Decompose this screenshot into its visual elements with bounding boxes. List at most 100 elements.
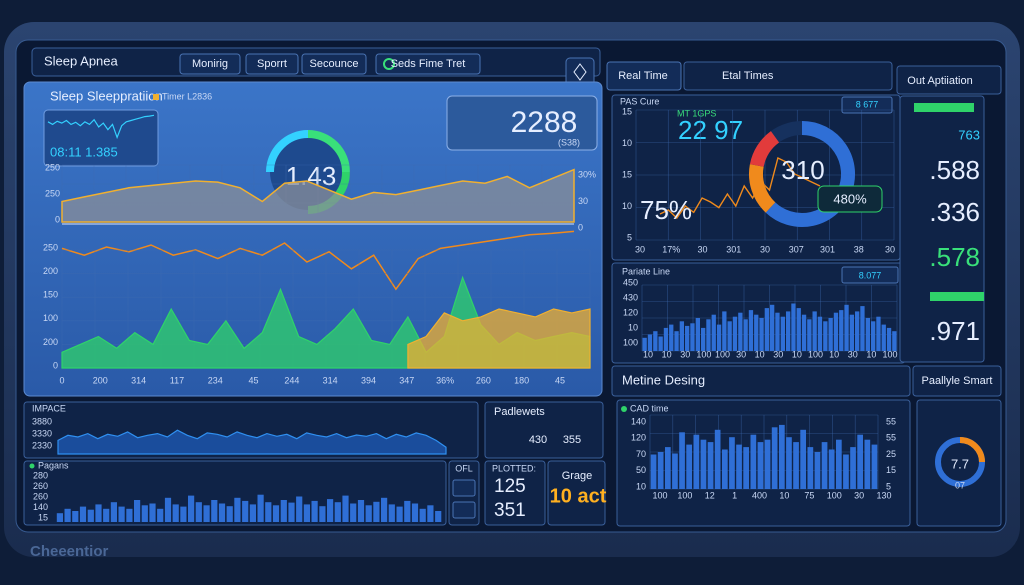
bar <box>722 311 727 351</box>
bar <box>759 318 764 351</box>
bar <box>857 434 863 489</box>
bar <box>814 452 821 489</box>
axis-label: 3880 <box>32 416 52 426</box>
output-value: .971 <box>929 316 980 346</box>
bar <box>701 327 706 351</box>
axis-label: 100 <box>43 313 58 323</box>
gauge-sub: 07 <box>955 480 965 490</box>
bar <box>748 310 754 351</box>
axis-label: 140 <box>33 502 48 512</box>
bar <box>218 503 226 522</box>
area <box>57 429 447 455</box>
axis-label: 0 <box>53 360 58 370</box>
output-value: .588 <box>929 155 980 185</box>
bar <box>714 429 721 489</box>
bar <box>865 318 870 351</box>
bar <box>288 502 295 522</box>
tab[interactable] <box>179 53 241 75</box>
side-label: OFL <box>455 463 473 473</box>
axis-label: 100 <box>652 490 667 500</box>
bar <box>693 434 700 489</box>
small-gauge-panel <box>916 399 1002 527</box>
axis-label: 100 <box>715 349 730 359</box>
line <box>659 157 821 220</box>
bar <box>419 508 426 522</box>
tab[interactable] <box>606 61 682 91</box>
bar <box>64 508 71 522</box>
axis-label: 234 <box>208 375 223 385</box>
tool-button[interactable] <box>452 479 476 497</box>
bar <box>817 316 823 351</box>
axis-label: 120 <box>623 307 638 317</box>
bar <box>732 316 738 351</box>
axis-label: 10 <box>622 201 632 211</box>
tab[interactable] <box>245 53 299 75</box>
legend-dot <box>29 463 35 469</box>
tab[interactable] <box>301 53 367 75</box>
axis-label: 30 <box>736 349 746 359</box>
bar <box>87 509 94 522</box>
tab-label: Secounce <box>310 58 359 70</box>
bar <box>743 319 748 351</box>
axis-label: 10 <box>829 349 839 359</box>
output-header <box>896 65 1002 95</box>
bar <box>334 502 341 522</box>
bar <box>265 502 272 522</box>
panel-title: Metine Desing <box>622 372 705 387</box>
bar <box>95 504 102 522</box>
bar <box>365 505 372 522</box>
tab-label: Monirig <box>192 58 228 70</box>
axis-label: 2330 <box>32 440 52 450</box>
value: 10 act <box>550 485 607 507</box>
axis-label: 314 <box>323 375 338 385</box>
tab[interactable] <box>683 61 893 91</box>
bar <box>157 508 164 522</box>
axis-label: 12 <box>705 490 715 500</box>
bar <box>56 513 63 522</box>
panel-title: Padlewets <box>494 406 545 418</box>
sub-label: MT 1GPS <box>677 108 716 118</box>
bar <box>674 331 679 351</box>
axis-label: 10 <box>792 349 802 359</box>
tab[interactable] <box>375 53 481 75</box>
line <box>61 230 575 291</box>
axis-label: 25 <box>886 449 896 459</box>
tool-button[interactable] <box>452 501 476 519</box>
bar <box>770 304 775 351</box>
bar <box>672 453 678 489</box>
bar <box>771 427 778 489</box>
axis-label: 130 <box>876 490 891 500</box>
bar <box>679 432 685 489</box>
axis-label: 307 <box>789 244 804 254</box>
tab-label: Seds Fime Tret <box>391 58 466 70</box>
bar <box>242 500 249 522</box>
bar <box>793 442 799 489</box>
mini-readout: 08:11 1.385 <box>50 144 118 159</box>
bar <box>149 503 156 522</box>
bar <box>780 316 785 351</box>
bar <box>764 308 769 351</box>
bar <box>103 508 110 522</box>
bar <box>257 494 264 522</box>
axis-label: 347 <box>399 375 414 385</box>
bar <box>226 506 233 522</box>
bar <box>864 439 871 489</box>
axis-label: 30 <box>854 490 864 500</box>
axis-label: 450 <box>623 277 638 287</box>
bar <box>779 424 785 489</box>
axis-label: 70 <box>636 449 646 459</box>
axis-label: 30 <box>848 349 858 359</box>
gauge-arc <box>307 130 350 173</box>
panel-title: IMPACE <box>32 403 66 413</box>
axis-label: 280 <box>33 470 48 480</box>
bar <box>871 321 876 351</box>
axis-label: 100 <box>696 349 711 359</box>
bar <box>828 449 835 489</box>
panel-title: PLOTTED: <box>492 463 536 473</box>
bar <box>195 502 202 522</box>
axis-label: 100 <box>677 490 692 500</box>
diamond-icon <box>573 63 587 81</box>
axis-label: 55 <box>886 416 896 426</box>
small-gauge-arc <box>959 437 985 463</box>
axis-label: 30 <box>680 349 690 359</box>
